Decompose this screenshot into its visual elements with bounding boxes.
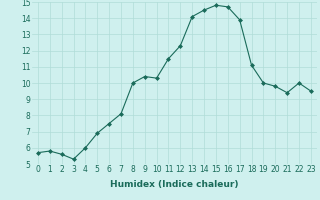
X-axis label: Humidex (Indice chaleur): Humidex (Indice chaleur) [110, 180, 239, 189]
